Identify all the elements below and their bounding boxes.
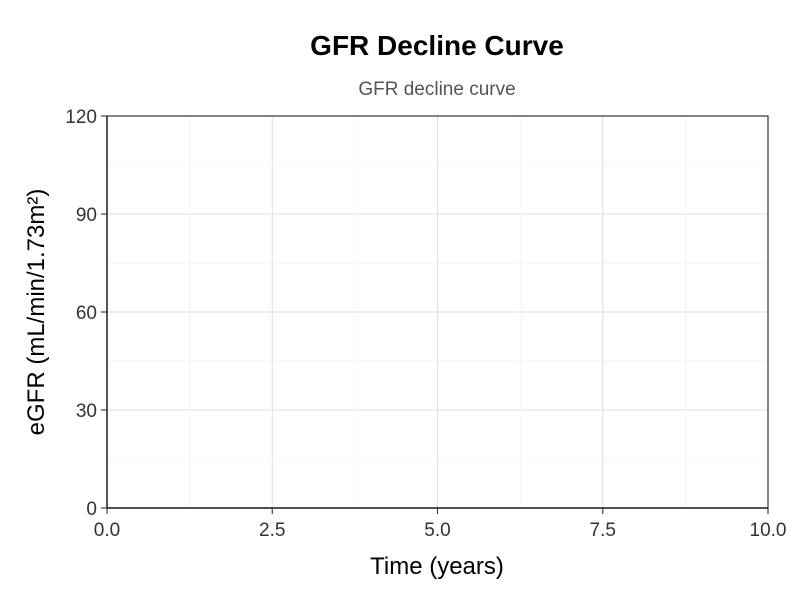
major-gridlines: [106, 115, 769, 509]
y-tick-label: 60: [76, 303, 97, 324]
x-axis-title: Time (years): [370, 553, 504, 580]
y-tick-label: 30: [76, 401, 97, 422]
chart-subtitle: GFR decline curve: [358, 79, 515, 100]
x-tick-label: 0.0: [94, 520, 120, 541]
x-tick-label: 5.0: [424, 520, 450, 541]
chart-title: GFR Decline Curve: [310, 30, 564, 61]
y-axis-ticks: 0 30 60 90 120: [65, 107, 107, 520]
plot-panel: [106, 115, 769, 509]
y-tick-label: 90: [76, 205, 97, 226]
x-tick-label: 2.5: [259, 520, 285, 541]
x-axis-ticks: 0.0 2.5 5.0 7.5 10.0: [94, 508, 787, 541]
y-axis-title: eGFR (mL/min/1.73m²): [23, 189, 50, 436]
x-tick-label: 7.5: [590, 520, 616, 541]
y-tick-label: 0: [86, 499, 97, 520]
y-tick-label: 120: [65, 107, 97, 128]
x-tick-label: 10.0: [750, 520, 787, 541]
